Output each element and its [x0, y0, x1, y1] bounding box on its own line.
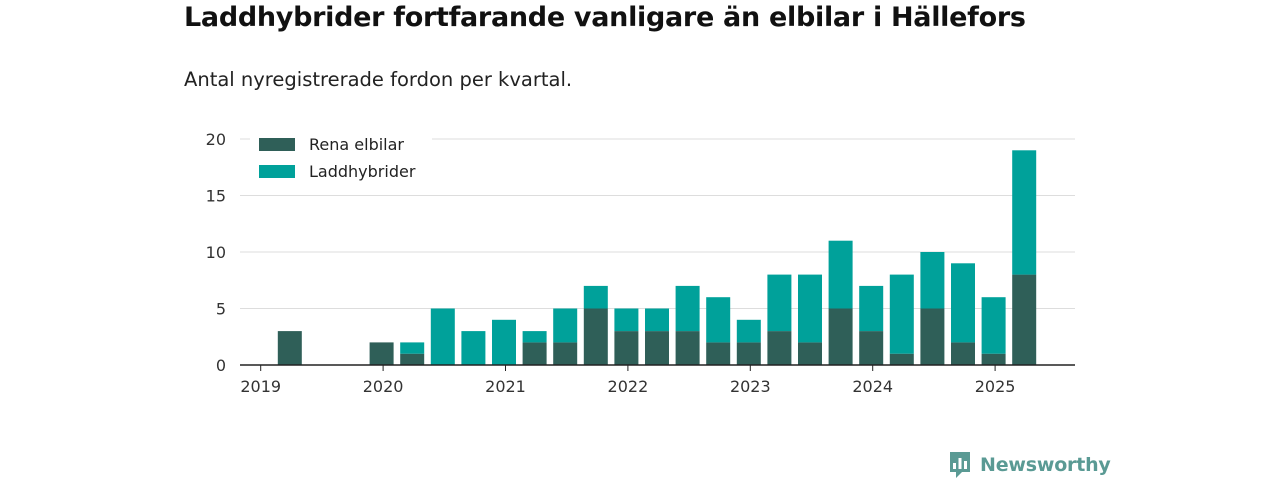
y-axis: 0 5 10 15 20	[206, 130, 226, 375]
bar-elbilar	[553, 342, 578, 365]
bar-elbilar	[277, 331, 302, 365]
bar-laddhybrider	[767, 274, 792, 332]
legend-swatch	[259, 138, 295, 151]
bars	[277, 150, 1037, 365]
bar-laddhybrider	[859, 285, 884, 332]
x-tick-label: 2021	[485, 377, 526, 396]
y-tick-label: 5	[216, 300, 226, 319]
bar-laddhybrider	[981, 297, 1006, 354]
bar-laddhybrider	[798, 274, 822, 343]
bar-laddhybrider	[736, 319, 761, 343]
x-tick-label: 2023	[730, 377, 771, 396]
bar-elbilar	[828, 308, 853, 365]
x-tick-label: 2022	[608, 377, 649, 396]
bar-elbilar	[951, 342, 975, 365]
bar-elbilar	[736, 342, 761, 365]
y-tick-label: 0	[216, 356, 226, 375]
x-tick-label: 2019	[240, 377, 281, 396]
chart-title: Laddhybrider fortfarande vanligare än el…	[184, 2, 1026, 33]
bar-laddhybrider	[583, 285, 608, 309]
bar-laddhybrider	[828, 240, 853, 309]
y-tick-label: 20	[206, 130, 226, 149]
bar-laddhybrider	[706, 297, 731, 343]
bar-laddhybrider	[675, 285, 700, 332]
y-tick-label: 10	[206, 243, 226, 262]
bar-laddhybrider	[400, 342, 425, 354]
bar-elbilar	[798, 342, 822, 365]
bar-elbilar	[1012, 274, 1037, 365]
legend-label: Rena elbilar	[309, 135, 404, 154]
legend-label: Laddhybrider	[309, 162, 416, 181]
bar-elbilar	[583, 308, 608, 365]
bar-laddhybrider	[1012, 150, 1037, 275]
bar-laddhybrider	[461, 331, 486, 365]
bar-laddhybrider	[614, 308, 639, 332]
bar-elbilar	[614, 331, 639, 365]
bar-elbilar	[522, 342, 547, 365]
bar-elbilar	[369, 342, 394, 365]
bar-laddhybrider	[951, 263, 975, 343]
bar-laddhybrider	[920, 252, 945, 309]
y-tick-label: 15	[206, 187, 226, 206]
brand-name: Newsworthy	[980, 454, 1111, 476]
bar-laddhybrider	[553, 308, 578, 343]
x-axis: 2019 2020 2021 2022 2023 2024 2025	[240, 364, 1075, 396]
bar-laddhybrider	[645, 308, 669, 332]
bar-elbilar	[920, 308, 945, 365]
bar-elbilar	[889, 353, 914, 365]
bar-laddhybrider	[492, 319, 516, 365]
x-tick-label: 2020	[363, 377, 404, 396]
bar-laddhybrider	[889, 274, 914, 354]
bar-elbilar	[767, 331, 792, 365]
bar-elbilar	[645, 331, 669, 365]
bar-elbilar	[859, 331, 884, 365]
x-tick-label: 2024	[852, 377, 893, 396]
legend: Rena elbilar Laddhybrider	[250, 131, 432, 189]
chart-subtitle: Antal nyregistrerade fordon per kvartal.	[184, 68, 573, 91]
brand-logo: Newsworthy	[948, 450, 1111, 480]
bar-elbilar	[706, 342, 731, 365]
bar-laddhybrider	[522, 331, 547, 343]
bar-laddhybrider	[430, 308, 455, 365]
bar-elbilar	[400, 353, 425, 365]
newsworthy-logo-icon	[950, 452, 970, 478]
legend-swatch	[259, 165, 295, 178]
bar-elbilar	[981, 353, 1006, 365]
x-tick-label: 2025	[975, 377, 1016, 396]
bar-elbilar	[675, 331, 700, 365]
